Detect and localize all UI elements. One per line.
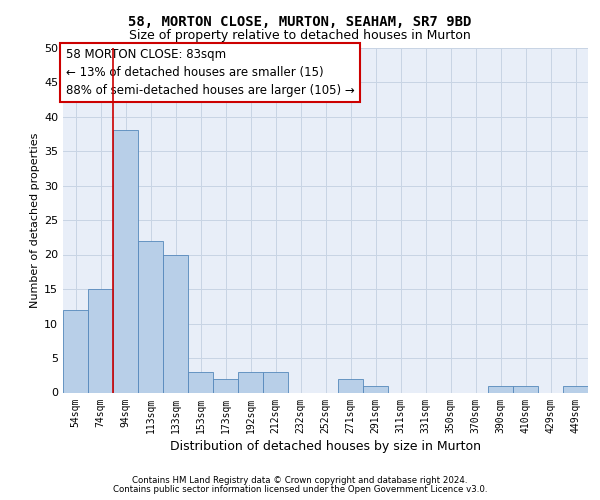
Text: Size of property relative to detached houses in Murton: Size of property relative to detached ho… [129,29,471,42]
Bar [238,372,263,392]
Text: 58, MORTON CLOSE, MURTON, SEAHAM, SR7 9BD: 58, MORTON CLOSE, MURTON, SEAHAM, SR7 9B… [128,15,472,29]
Text: 58 MORTON CLOSE: 83sqm
← 13% of detached houses are smaller (15)
88% of semi-det: 58 MORTON CLOSE: 83sqm ← 13% of detached… [65,48,355,97]
Bar [163,254,188,392]
Bar [188,372,213,392]
X-axis label: Distribution of detached houses by size in Murton: Distribution of detached houses by size … [170,440,481,452]
Bar [338,378,363,392]
Bar [138,240,163,392]
Text: Contains public sector information licensed under the Open Government Licence v3: Contains public sector information licen… [113,484,487,494]
Bar [488,386,513,392]
Bar [113,130,138,392]
Y-axis label: Number of detached properties: Number of detached properties [30,132,40,308]
Bar [88,289,113,393]
Bar [63,310,88,392]
Text: Contains HM Land Registry data © Crown copyright and database right 2024.: Contains HM Land Registry data © Crown c… [132,476,468,485]
Bar [363,386,388,392]
Bar [213,378,238,392]
Bar [513,386,538,392]
Bar [263,372,288,392]
Bar [563,386,588,392]
